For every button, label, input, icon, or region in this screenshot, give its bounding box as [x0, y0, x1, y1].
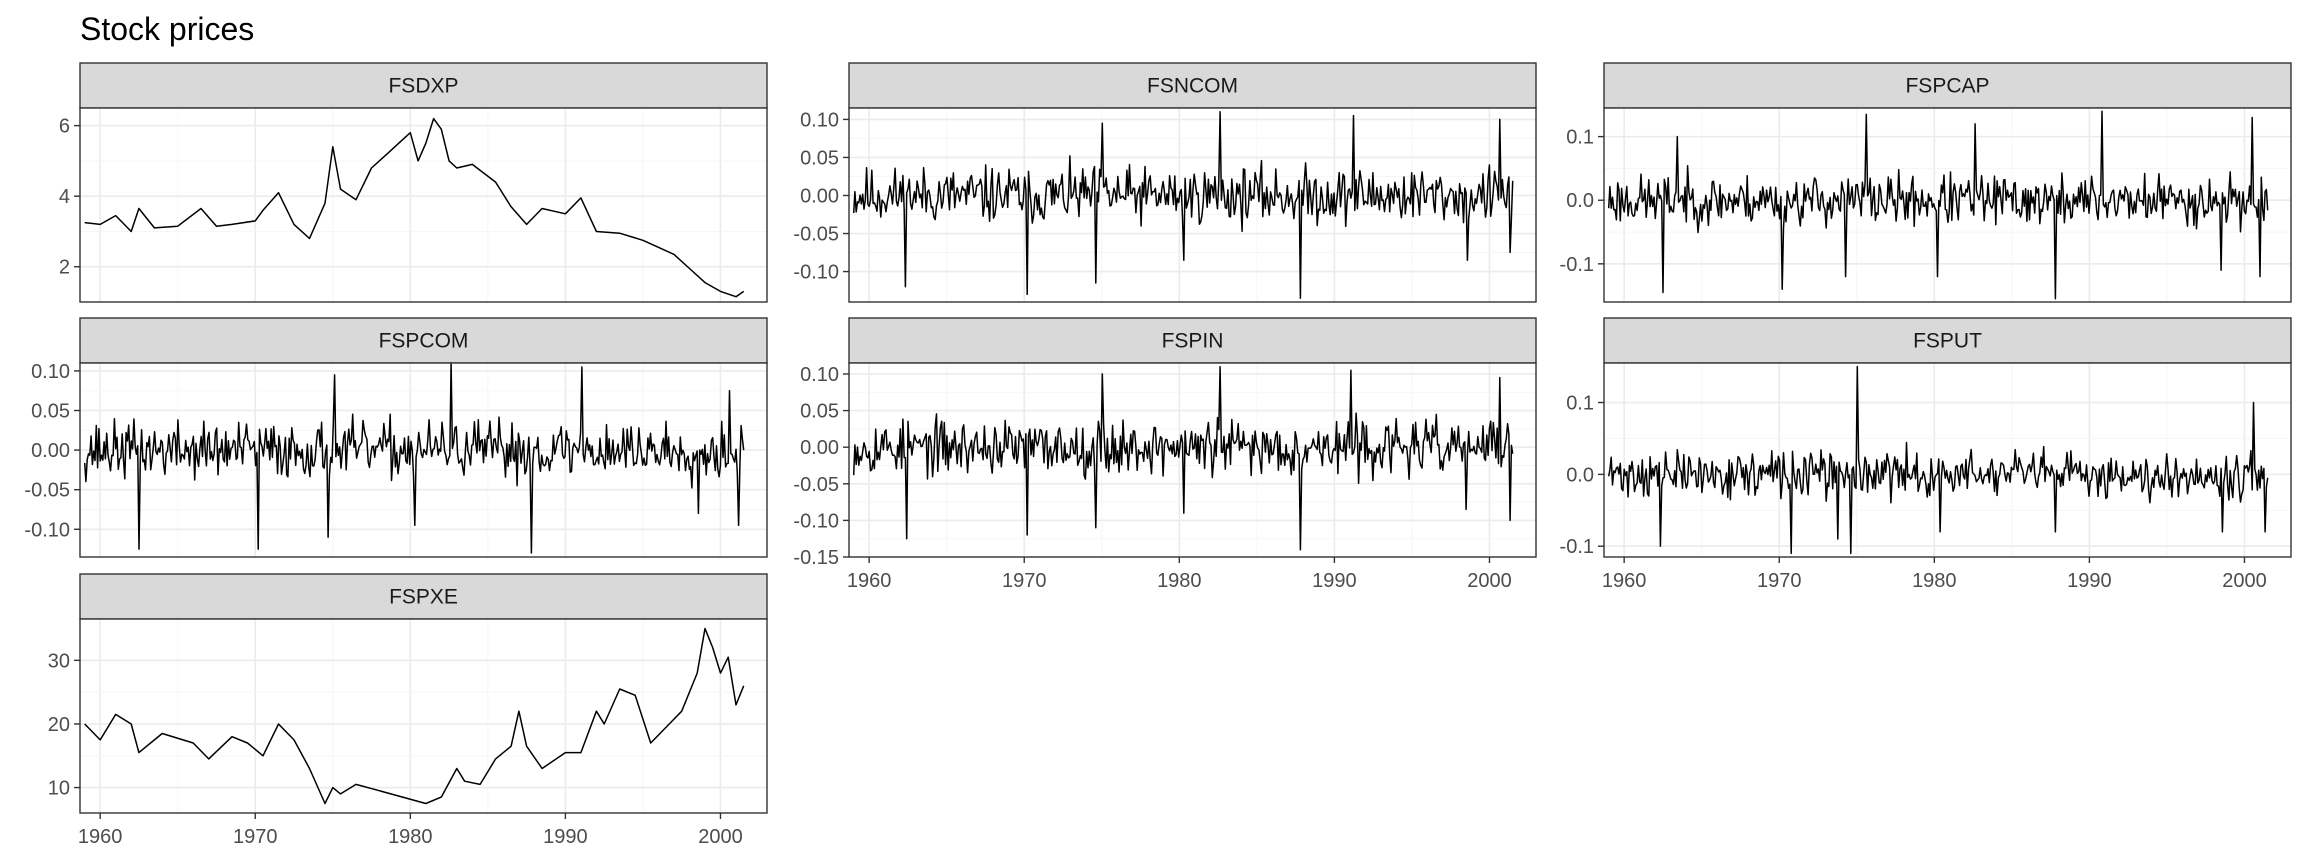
y-tick-label: -0.15	[793, 547, 839, 569]
x-tick-label: 1990	[543, 826, 588, 848]
x-tick-label: 1980	[1912, 570, 1957, 592]
facet-panel-fspcap: FSPCAP 0.1 0.0 -0.1	[1560, 62, 2292, 303]
panel-border	[848, 362, 1537, 558]
y-tick-label: -0.1	[1560, 536, 1594, 558]
facet-strip	[1603, 317, 2292, 364]
x-tick-label: 1980	[1157, 570, 1202, 592]
y-tick-label: 0.05	[800, 401, 839, 423]
panel-border	[1603, 107, 2292, 303]
facet-strip	[848, 317, 1537, 364]
series-line-fspxe	[84, 627, 745, 805]
x-tick-label: 1980	[388, 826, 433, 848]
y-tick-label: 0.1	[1566, 393, 1594, 415]
facet-strip-label: FSDXP	[388, 75, 458, 98]
panel-border	[79, 618, 768, 814]
facet-strip	[79, 317, 768, 364]
series-line-fspin	[852, 365, 1514, 551]
facet-strip-label: FSPCOM	[379, 330, 469, 353]
facet-panel-fsdxp: FSDXP 2 4 6	[59, 62, 768, 303]
y-tick-label: 0.05	[800, 147, 839, 169]
chart-title: Stock prices	[80, 11, 254, 47]
facet-strip	[848, 62, 1537, 109]
facet-strip-label: FSPIN	[1162, 330, 1224, 353]
series-line-fsdxp	[84, 117, 745, 298]
y-tick-label: -0.1	[1560, 254, 1594, 276]
panel-background	[849, 363, 1536, 557]
y-tick-label: 0.10	[31, 361, 70, 383]
y-tick-label: 0.00	[800, 185, 839, 207]
facet-strip	[1603, 62, 2292, 109]
series-line-fspcap	[1607, 110, 2269, 300]
facet-panel-fspin: FSPIN 0.10 0.05 0.00 -0.05 -0.10 -0.15 1960 1970…	[793, 317, 1537, 592]
y-tick-label: 0.00	[31, 440, 70, 462]
facet-strip-label: FSPCAP	[1905, 75, 1989, 98]
y-tick-label: 30	[48, 650, 70, 672]
y-tick-label: 0.0	[1566, 190, 1594, 212]
y-tick-label: 20	[48, 714, 70, 736]
y-tick-label: -0.10	[793, 510, 839, 532]
series-line-fspcom	[83, 362, 745, 554]
panel-background	[80, 108, 767, 302]
y-tick-label: 0.10	[800, 109, 839, 131]
x-tick-label: 2000	[698, 826, 743, 848]
facet-strip-label: FSPUT	[1913, 330, 1982, 353]
x-tick-label: 1960	[1602, 570, 1647, 592]
panel-border	[1603, 362, 2292, 558]
panel-border	[79, 107, 768, 303]
y-tick-label: -0.05	[793, 474, 839, 496]
panel-border	[79, 362, 768, 558]
panel-background	[80, 619, 767, 813]
facet-panel-fspxe: FSPXE 30 20 10 1960 1970 1980 1990 2000	[48, 573, 768, 848]
y-tick-label: -0.05	[24, 480, 70, 502]
facet-strip	[79, 62, 768, 109]
y-tick-label: 10	[48, 778, 70, 800]
facet-strip	[79, 573, 768, 620]
y-tick-label: 6	[59, 116, 70, 138]
facet-panel-fsput: FSPUT 0.1 0.0 -0.1 1960 1970 1980 1990 2000	[1560, 317, 2292, 592]
panel-background	[1604, 363, 2291, 557]
x-tick-label: 1970	[1002, 570, 1047, 592]
y-tick-label: 0.1	[1566, 127, 1594, 149]
x-tick-label: 1970	[1757, 570, 1802, 592]
y-tick-label: -0.10	[793, 262, 839, 284]
series-line-fsput	[1607, 365, 2269, 555]
facet-strip-label: FSNCOM	[1147, 75, 1238, 98]
y-tick-label: 0.0	[1566, 464, 1594, 486]
x-tick-label: 2000	[1467, 570, 1512, 592]
x-tick-label: 1990	[1312, 570, 1357, 592]
y-tick-label: -0.05	[793, 224, 839, 246]
x-tick-label: 1960	[847, 570, 892, 592]
facet-panel-fsncom: FSNCOM 0.10 0.05 0.00 -0.05 -0.10	[793, 62, 1537, 303]
x-tick-label: 1990	[2067, 570, 2112, 592]
facet-panel-fspcom: FSPCOM 0.10 0.05 0.00 -0.05 -0.10	[24, 317, 768, 558]
facet-panels: FSDXP246FSNCOM0.100.050.00-0.05-0.10FSPC…	[24, 62, 2292, 848]
y-tick-label: 4	[59, 186, 70, 208]
series-line-fsncom	[852, 111, 1514, 299]
y-tick-label: 0.00	[800, 437, 839, 459]
panel-background	[80, 363, 767, 557]
y-tick-label: 0.10	[800, 364, 839, 386]
facet-strip-label: FSPXE	[389, 586, 458, 609]
x-tick-label: 1960	[78, 826, 123, 848]
y-tick-label: 2	[59, 257, 70, 279]
y-tick-label: 0.05	[31, 401, 70, 423]
x-tick-label: 1970	[233, 826, 278, 848]
y-tick-label: -0.10	[24, 519, 70, 541]
x-tick-label: 2000	[2222, 570, 2267, 592]
panel-border	[848, 107, 1537, 303]
